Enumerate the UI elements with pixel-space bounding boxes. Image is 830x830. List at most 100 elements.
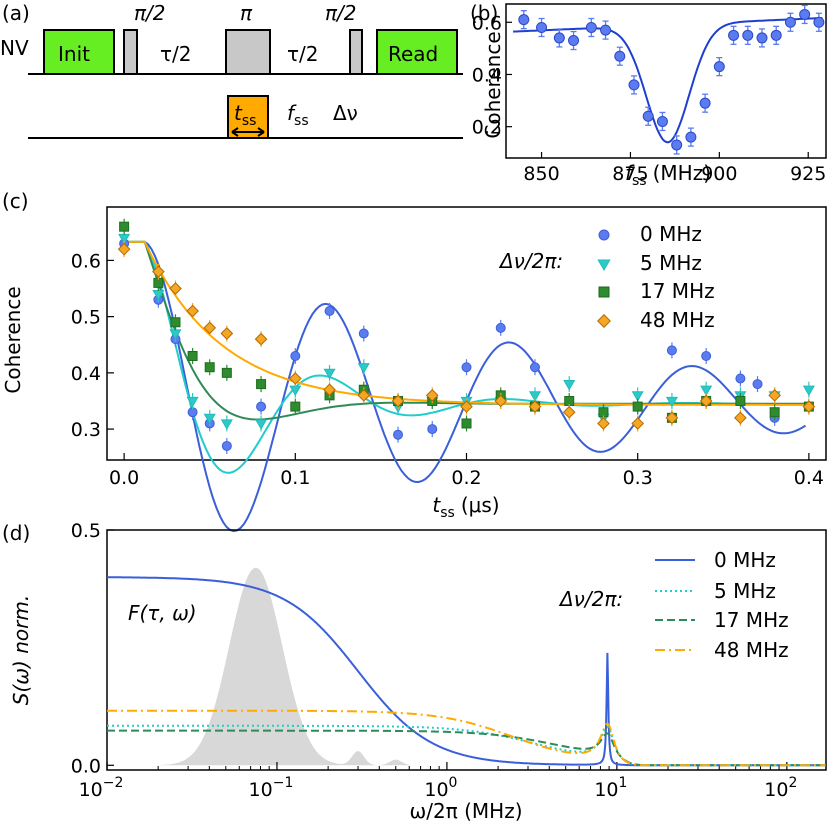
- c-data-point: [598, 407, 609, 418]
- b-plot-area: 850 875 900 925 0.2 0.4 0.6: [472, 3, 827, 185]
- c-legend-marker: [598, 286, 610, 298]
- b-ytick-label: 0.2: [472, 117, 502, 139]
- c-legend-label: 48 MHz: [640, 308, 715, 332]
- c-data-point: [769, 407, 780, 418]
- d-legend: 0 MHz 5 MHz 17 MHz 48 MHz: [655, 548, 789, 662]
- c-data-point: [768, 389, 781, 402]
- b-data-point: [699, 97, 711, 109]
- d-frame: [106, 529, 827, 771]
- b-xtick-label: 900: [701, 163, 737, 185]
- b-ytick-label: 0.4: [472, 64, 502, 86]
- panel-a: (a) NV Init π/2 τ/2 π τ/2 π/2 Read tss f…: [0, 1, 463, 139]
- c-legend-marker: [598, 229, 610, 241]
- b-data-point: [728, 29, 740, 41]
- b-data-point: [518, 14, 530, 26]
- c-data-point: [187, 350, 198, 361]
- c-data-point: [152, 265, 165, 278]
- c-data-point: [170, 317, 181, 328]
- pi-label: π: [240, 1, 253, 25]
- c-data-point: [323, 368, 336, 380]
- c-data-point: [735, 373, 746, 384]
- c-legend-label: 5 MHz: [640, 251, 702, 275]
- pi-half-pulse-1: [123, 29, 138, 75]
- b-data-point: [656, 115, 668, 127]
- tss-label: tss: [234, 101, 256, 129]
- c-data-point: [665, 396, 678, 408]
- b-fit-line: [513, 17, 823, 144]
- c-data-point: [562, 405, 576, 419]
- nv-label: NV: [0, 36, 29, 60]
- panel-a-label: (a): [2, 1, 30, 25]
- c-data-point: [119, 221, 130, 232]
- c-data-point: [734, 411, 747, 425]
- c-data-point: [186, 304, 199, 318]
- c-data-point: [528, 400, 542, 413]
- c-data-point: [186, 396, 199, 408]
- c-xtick-label: 0.4: [794, 467, 824, 489]
- b-data-point: [685, 131, 697, 143]
- d-ytick-label: 0.0: [71, 755, 101, 777]
- d-legend-title: Δν/2π:: [558, 587, 623, 611]
- c-ytick-label: 0.4: [71, 363, 101, 385]
- init-pulse: [43, 29, 115, 75]
- c-data-point: [528, 391, 542, 402]
- b-xtick-label: 850: [523, 163, 559, 185]
- c-data-point: [701, 350, 712, 361]
- c-data-point: [256, 401, 267, 412]
- c-data-point: [425, 389, 439, 402]
- c-data-point: [632, 401, 643, 412]
- c-data-point: [357, 363, 370, 374]
- c-data-point: [563, 380, 576, 391]
- panel-d-label: (d): [2, 521, 30, 545]
- c-data-point: [427, 424, 438, 435]
- c-ytick-label: 0.3: [71, 419, 101, 441]
- b-xtick-label: 875: [612, 163, 648, 185]
- c-data-point: [221, 367, 232, 378]
- c-data-point: [117, 242, 131, 256]
- dnu-label: Δν: [333, 101, 358, 125]
- c-xtick-label: 0.3: [623, 467, 653, 489]
- c-data-point: [699, 394, 713, 408]
- d-plot-area: 10−2 10−1 100 101 102 0.0 0.5: [71, 520, 827, 801]
- b-xtick-label: 925: [790, 163, 826, 185]
- c-ytick-label: 0.5: [71, 307, 101, 329]
- c-legend-label: 0 MHz: [640, 222, 702, 246]
- c-data-point: [564, 395, 575, 406]
- c-data-point: [666, 345, 677, 356]
- c-data-point: [460, 400, 473, 413]
- pi-half-pulse-2: [349, 29, 363, 75]
- c-data-point: [735, 395, 746, 406]
- b-data-point: [756, 32, 768, 44]
- c-data-point: [700, 385, 713, 397]
- panel-c: (c) Coherence tss (μs) 0.0 0.1 0.2 0.3 0.4 0.3…: [1, 189, 827, 533]
- b-data-point: [799, 8, 811, 20]
- c-data-point: [495, 322, 506, 333]
- c-data-point: [529, 362, 540, 373]
- b-data-point: [770, 29, 782, 41]
- b-ylabel: Coherence: [481, 31, 505, 138]
- c-data-point: [203, 413, 216, 425]
- panel-b: (b) Coherence fss (MHz) 850 875 900 925 0.2 0.…: [470, 1, 827, 189]
- c-data-point: [393, 429, 404, 440]
- c-data-point: [323, 383, 336, 397]
- b-data-point: [713, 61, 725, 73]
- b-data-point: [614, 50, 626, 62]
- b-data-point: [813, 16, 825, 28]
- filter-label: F(τ, ω): [128, 601, 197, 625]
- c-data-point: [802, 385, 815, 397]
- read-label: Read: [388, 42, 438, 66]
- c-data-point: [254, 332, 268, 346]
- b-data-point: [671, 139, 683, 151]
- c-data-point: [461, 418, 472, 429]
- b-data-point: [553, 32, 565, 44]
- panel-b-label: (b): [470, 1, 498, 25]
- d-xtick-label: 10−2: [79, 775, 124, 801]
- c-xtick-label: 0.1: [280, 467, 310, 489]
- c-legend-title: Δν/2π:: [498, 249, 563, 273]
- b-data-point: [568, 35, 580, 47]
- b-data-point: [585, 21, 597, 33]
- c-data-point: [391, 394, 405, 408]
- c-ytick-label: 0.6: [71, 250, 101, 272]
- d-xtick-label: 10−1: [249, 775, 294, 801]
- b-data-point: [536, 21, 548, 33]
